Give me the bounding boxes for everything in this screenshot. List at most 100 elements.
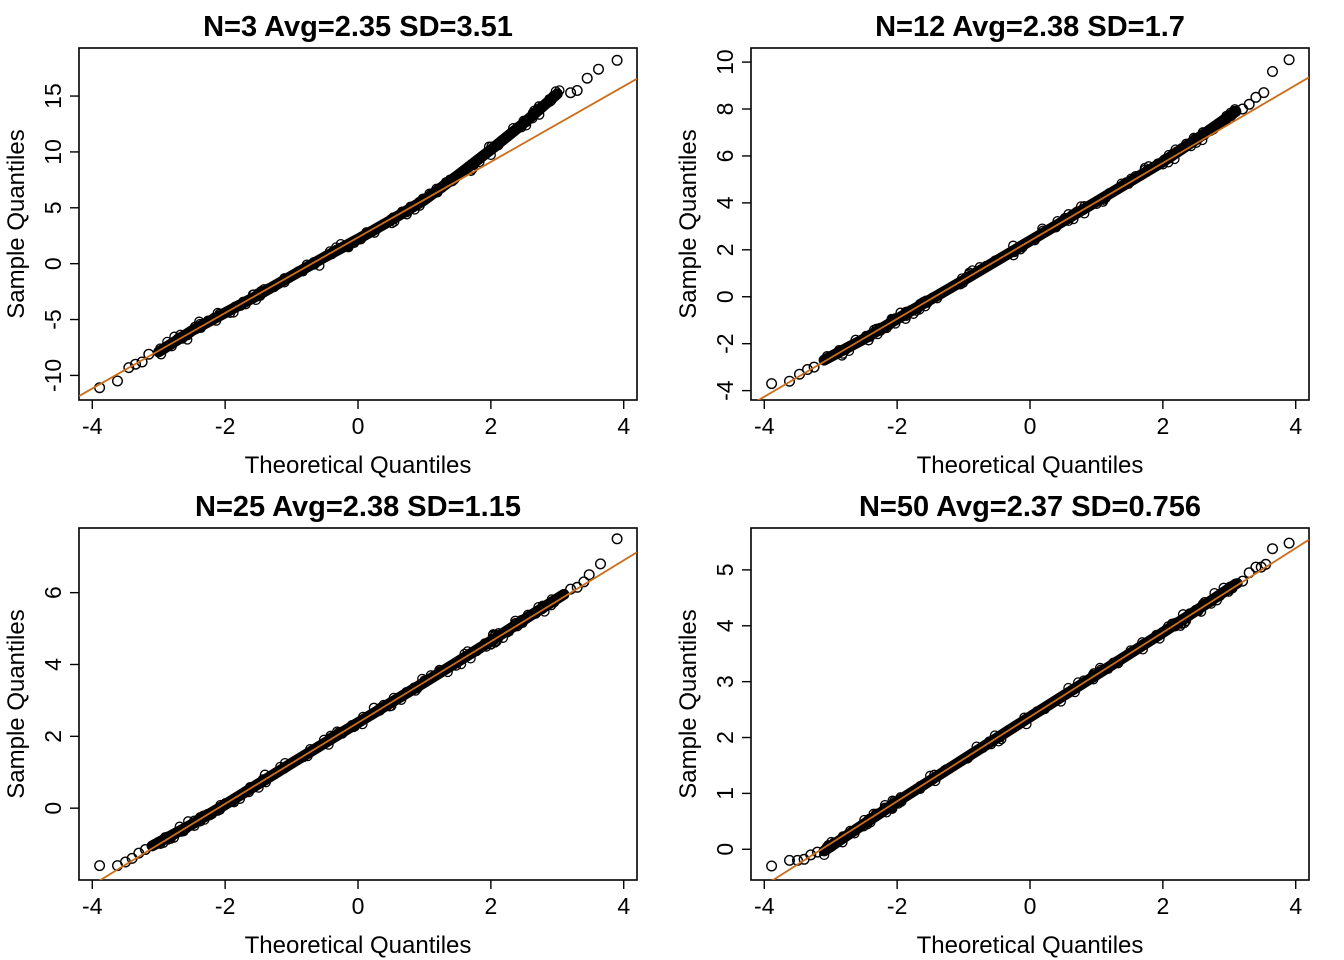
qq-point: [496, 135, 508, 146]
y-tick-label: 2: [712, 731, 738, 744]
qq-point: [1099, 663, 1110, 675]
qq-reference-line: [79, 77, 637, 397]
qq-point: [862, 814, 874, 826]
qq-point: [853, 336, 864, 348]
plot-area: [766, 537, 1309, 880]
qq-point: [123, 362, 135, 374]
plot-frame: [78, 527, 638, 881]
qq-point: [337, 726, 348, 737]
qq-point: [936, 767, 947, 779]
y-tick-label: 10: [712, 49, 738, 75]
qq-point: [571, 581, 583, 593]
y-tick-label: 2: [712, 243, 738, 256]
x-tick-label: 0: [352, 413, 365, 439]
y-tick-label: -5: [40, 309, 66, 329]
plot-area: [756, 54, 1309, 400]
qq-point: [546, 95, 557, 106]
qq-point: [1025, 235, 1036, 246]
qq-point: [252, 288, 264, 299]
qq-point: [1283, 54, 1295, 66]
y-tick-label: 0: [712, 290, 738, 303]
qq-point: [129, 358, 141, 370]
qq-point: [984, 736, 995, 747]
x-tick-label: 2: [1156, 413, 1169, 439]
qq-reference-line: [756, 76, 1309, 400]
qq-point: [346, 719, 358, 731]
qq-point: [821, 842, 832, 853]
qq-point: [583, 569, 595, 581]
qq-point: [398, 207, 410, 218]
qq-point: [527, 107, 539, 119]
qq-point: [512, 621, 523, 632]
qq-point: [1224, 584, 1235, 595]
qq-point: [456, 167, 467, 178]
qq-point: [595, 558, 607, 570]
qq-point: [593, 63, 605, 75]
qq-point: [259, 775, 271, 786]
qq-point: [198, 810, 209, 821]
qq-point: [111, 375, 123, 387]
y-tick-label: -2: [712, 333, 738, 353]
qq-point: [1221, 110, 1232, 122]
x-tick-label: -2: [887, 413, 907, 439]
panel-2: N=12 Avg=2.38 SD=1.7 -4 -2 0 2 4 -4 -2 0 2 4 6 8 10 Th…: [675, 11, 1310, 479]
qq-point: [517, 617, 528, 628]
y-tick-label: 0: [712, 843, 738, 856]
qq-point: [1174, 617, 1185, 628]
y-tick-label: 15: [40, 83, 66, 109]
qq-point: [885, 316, 897, 327]
qq-point: [1069, 207, 1081, 219]
x-tick-label: 2: [484, 413, 497, 439]
qq-point: [889, 797, 900, 808]
y-tick-label: -4: [712, 380, 738, 401]
y-tick-label: 3: [712, 675, 738, 688]
qq-point: [195, 322, 206, 333]
x-tick-label: -2: [215, 893, 235, 919]
qq-point: [1191, 137, 1202, 148]
qq-point: [1283, 537, 1295, 549]
x-tick-label: -2: [215, 413, 235, 439]
qq-point: [408, 682, 420, 693]
qq-point: [279, 273, 290, 284]
qq-point: [298, 751, 309, 763]
qq-point: [186, 325, 197, 336]
qq-point: [94, 860, 106, 872]
qq-point: [611, 54, 623, 66]
y-axis-title: Sample Quantiles: [675, 129, 702, 318]
qq-point: [1160, 624, 1172, 635]
qq-point: [808, 361, 820, 373]
qq-point: [955, 755, 966, 767]
panel-title: N=3 Avg=2.35 SD=3.51: [203, 11, 513, 43]
qq-point: [1250, 91, 1262, 103]
qq-point: [784, 375, 796, 387]
qq-point: [1266, 543, 1278, 555]
qq-point: [1226, 110, 1237, 121]
qq-point: [324, 733, 336, 744]
y-axis-title: Sample Quantiles: [3, 129, 30, 318]
x-tick-label: 4: [1289, 413, 1302, 439]
qq-point: [508, 122, 519, 134]
qq-point: [1243, 98, 1255, 110]
qq-point: [410, 199, 421, 211]
qq-point: [1102, 663, 1114, 674]
x-axis-title: Theoretical Quantiles: [245, 452, 472, 479]
plot-frame: [750, 527, 1310, 881]
qq-point: [488, 629, 499, 640]
qq-point: [549, 597, 560, 608]
x-tick-label: 0: [352, 893, 365, 919]
qq-point: [474, 156, 485, 168]
qq-point: [486, 141, 497, 152]
qq-point: [361, 227, 372, 238]
qq-point: [970, 266, 982, 278]
qq-point: [530, 607, 542, 618]
qq-point: [194, 316, 205, 327]
y-tick-label: 6: [40, 586, 66, 599]
qq-point: [837, 837, 848, 848]
qq-point: [306, 259, 317, 271]
qq-point: [811, 846, 823, 858]
qq-point: [565, 87, 577, 99]
qq-point: [1258, 87, 1270, 99]
qq-point: [1003, 725, 1014, 736]
qq-point: [990, 255, 1001, 266]
